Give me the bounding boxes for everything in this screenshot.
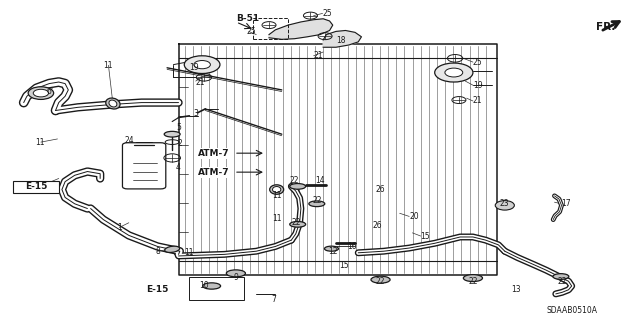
Text: 11: 11 [184, 248, 194, 257]
Circle shape [184, 56, 220, 73]
Text: 23: 23 [500, 199, 509, 208]
Ellipse shape [273, 187, 281, 193]
Circle shape [33, 89, 49, 97]
Text: 26: 26 [372, 221, 382, 230]
Text: 22: 22 [290, 175, 300, 185]
Text: E-15: E-15 [147, 285, 169, 294]
Ellipse shape [203, 283, 221, 289]
Text: 11: 11 [104, 61, 113, 70]
Text: 11: 11 [35, 137, 44, 147]
Text: E-15: E-15 [25, 182, 47, 191]
Text: 7: 7 [272, 295, 276, 304]
Text: 4: 4 [176, 163, 181, 172]
Text: 15: 15 [339, 261, 349, 270]
Text: 25: 25 [246, 27, 257, 36]
Text: 22: 22 [376, 278, 385, 286]
Text: 11: 11 [272, 213, 282, 222]
Text: 2: 2 [177, 139, 182, 148]
FancyBboxPatch shape [122, 143, 166, 189]
Ellipse shape [109, 100, 117, 107]
Text: 19: 19 [473, 81, 483, 90]
Text: 24: 24 [124, 136, 134, 145]
Text: 5: 5 [176, 123, 181, 132]
Text: 13: 13 [511, 285, 521, 294]
Text: 3: 3 [193, 109, 198, 118]
Text: 17: 17 [561, 199, 570, 208]
Text: 20: 20 [409, 212, 419, 221]
Ellipse shape [106, 98, 120, 109]
Bar [253, 18, 288, 39]
Text: 18: 18 [336, 36, 346, 45]
Text: B-51: B-51 [236, 14, 259, 23]
Text: 25: 25 [473, 58, 483, 67]
Text: 25: 25 [323, 9, 332, 18]
Circle shape [28, 87, 54, 100]
Ellipse shape [290, 221, 306, 227]
Text: 21: 21 [473, 97, 483, 106]
Ellipse shape [164, 246, 180, 252]
Ellipse shape [290, 183, 306, 189]
Text: FR.: FR. [596, 22, 615, 32]
Ellipse shape [227, 270, 246, 277]
Text: 8: 8 [155, 247, 160, 256]
Ellipse shape [324, 246, 339, 251]
Text: 19: 19 [189, 63, 199, 72]
Circle shape [495, 201, 515, 210]
Bar [189, 277, 244, 300]
Text: 11: 11 [272, 191, 282, 200]
Text: 26: 26 [375, 185, 385, 194]
Ellipse shape [463, 275, 483, 282]
Text: 21: 21 [196, 78, 205, 86]
Text: ATM-7: ATM-7 [198, 149, 229, 158]
Ellipse shape [309, 201, 324, 207]
Circle shape [435, 63, 473, 82]
Polygon shape [323, 31, 362, 47]
Text: 9: 9 [234, 273, 238, 282]
Text: ATM-7: ATM-7 [198, 168, 229, 177]
Text: 16: 16 [347, 242, 356, 251]
Ellipse shape [164, 131, 180, 137]
Ellipse shape [553, 274, 569, 279]
Polygon shape [269, 19, 333, 39]
Text: 22: 22 [291, 218, 301, 227]
Text: 22: 22 [557, 277, 567, 286]
Text: 14: 14 [315, 175, 325, 185]
Text: 10: 10 [199, 280, 209, 290]
Text: 22: 22 [468, 277, 477, 286]
Text: SDAAB0510A: SDAAB0510A [546, 306, 597, 315]
Circle shape [445, 68, 463, 77]
Ellipse shape [269, 185, 284, 194]
Text: 12: 12 [328, 247, 337, 256]
Circle shape [194, 61, 211, 69]
Ellipse shape [371, 276, 390, 283]
FancyBboxPatch shape [13, 181, 59, 193]
Text: 15: 15 [420, 232, 430, 241]
Text: 22: 22 [312, 196, 321, 205]
Text: 21: 21 [314, 51, 323, 60]
Text: 6: 6 [47, 87, 52, 96]
Text: 1: 1 [117, 223, 122, 232]
